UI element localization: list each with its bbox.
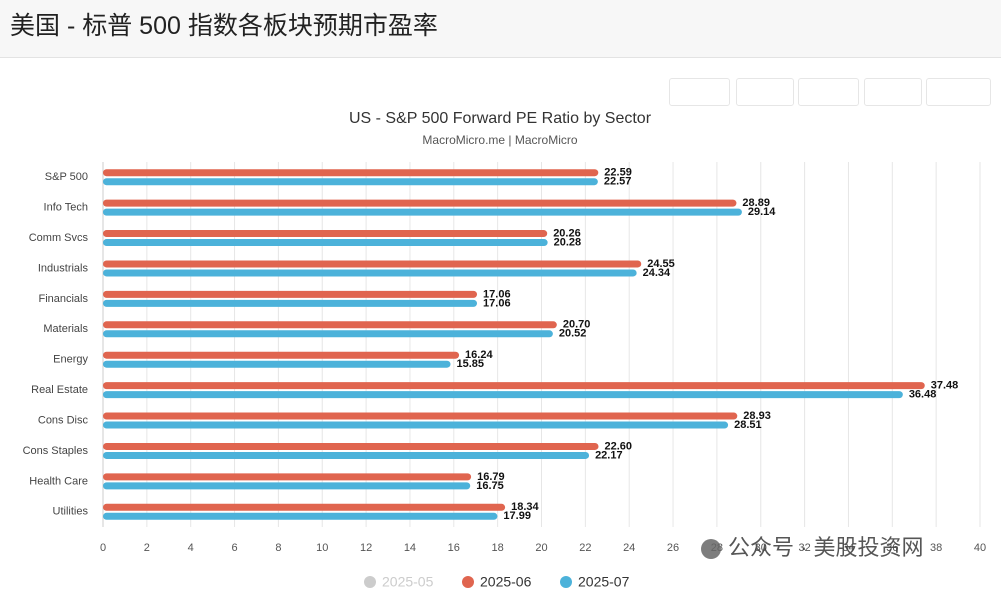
data-label: 17.06 [483,297,511,309]
legend-label: 2025-06 [480,574,532,590]
bar [103,290,478,298]
legend-label: 2025-05 [382,574,434,590]
bar [103,412,738,420]
y-tick-label: Utilities [53,506,89,518]
x-tick-label: 36 [886,542,898,554]
page-title: 美国 - 标普 500 指数各板块预期市盈率 [10,12,438,40]
data-label: 28.93 [743,410,771,422]
data-label: 37.48 [931,380,959,392]
embed-button[interactable] [864,78,922,106]
bar [103,208,742,216]
y-tick-label: Info Tech [44,202,88,214]
x-tick-label: 0 [100,542,106,554]
data-label: 36.48 [909,389,937,401]
y-tick-label: Cons Disc [38,414,89,426]
bar [103,503,506,511]
bar [103,269,637,277]
legend-marker [560,576,572,588]
data-label: 29.14 [748,206,776,218]
x-tick-label: 32 [798,542,810,554]
data-label: 16.75 [476,480,504,492]
bar [103,482,471,490]
site-button[interactable] [736,78,794,106]
bar [103,473,472,481]
data-label: 24.55 [647,258,675,270]
data-label: 16.24 [465,349,493,361]
x-tick-label: 14 [404,542,416,554]
bar [103,391,903,399]
bar [103,169,599,177]
bar [103,442,599,450]
bar [103,421,729,429]
bar [103,351,460,359]
watermark-icon [701,539,721,559]
x-tick-label: 12 [360,542,372,554]
data-label: 22.17 [595,449,623,461]
x-tick-label: 4 [188,542,194,554]
bar [103,451,590,459]
data-label: 20.52 [559,328,587,340]
x-tick-label: 38 [930,542,942,554]
download-button[interactable] [798,78,859,106]
x-tick-label: 20 [535,542,547,554]
x-tick-label: 24 [623,542,635,554]
y-tick-label: Real Estate [31,384,88,396]
y-tick-label: S&P 500 [45,171,88,183]
y-tick-label: Materials [43,323,88,335]
data-label: 22.59 [604,167,632,179]
fullscreen-button[interactable] [926,78,991,106]
data-label: 24.34 [643,267,671,279]
x-tick-label: 6 [231,542,237,554]
bar [103,178,598,186]
y-tick-label: Cons Staples [23,445,89,457]
bar [103,321,557,329]
x-tick-label: 40 [974,542,986,554]
x-tick-label: 18 [492,542,504,554]
bar [103,239,548,247]
bar [103,230,548,238]
chart-subtitle: MacroMicro.me | MacroMicro [422,133,577,147]
y-tick-label: Energy [53,354,88,366]
x-tick-label: 22 [579,542,591,554]
data-label: 17.06 [483,288,511,300]
x-tick-label: 26 [667,542,679,554]
data-label: 20.28 [554,236,582,248]
legend-marker [462,576,474,588]
data-label: 15.85 [457,358,485,370]
data-label: 17.99 [503,510,531,522]
data-label: 20.26 [553,227,581,239]
x-tick-label: 2 [144,542,150,554]
x-tick-label: 10 [316,542,328,554]
y-tick-label: Comm Svcs [29,232,89,244]
bar [103,330,553,338]
data-label: 20.70 [563,319,591,331]
data-label: 22.57 [604,176,632,188]
bar [103,199,737,207]
header: 美国 - 标普 500 指数各板块预期市盈率 [0,0,1001,58]
legend-label: 2025-07 [578,574,630,590]
bar [103,260,642,268]
watermark: 公众号 · 美股投资网 [728,535,924,560]
data-label: 22.60 [605,440,633,452]
y-tick-label: Health Care [29,475,88,487]
data-label: 28.89 [742,197,770,209]
chart-title: US - S&P 500 Forward PE Ratio by Sector [349,110,652,127]
x-tick-label: 16 [448,542,460,554]
y-tick-label: Industrials [38,262,89,274]
data-label: 16.79 [477,471,505,483]
bar [103,360,451,368]
bar [103,382,925,390]
data-label: 28.51 [734,419,762,431]
bar [103,299,478,307]
data-label: 18.34 [511,501,539,513]
bar [103,512,498,520]
y-tick-label: Financials [38,293,88,305]
x-tick-label: 8 [275,542,281,554]
legend-marker [364,576,376,588]
share-button[interactable] [669,78,730,106]
x-tick-label: 34 [842,542,854,554]
x-tick-label: 30 [755,542,767,554]
